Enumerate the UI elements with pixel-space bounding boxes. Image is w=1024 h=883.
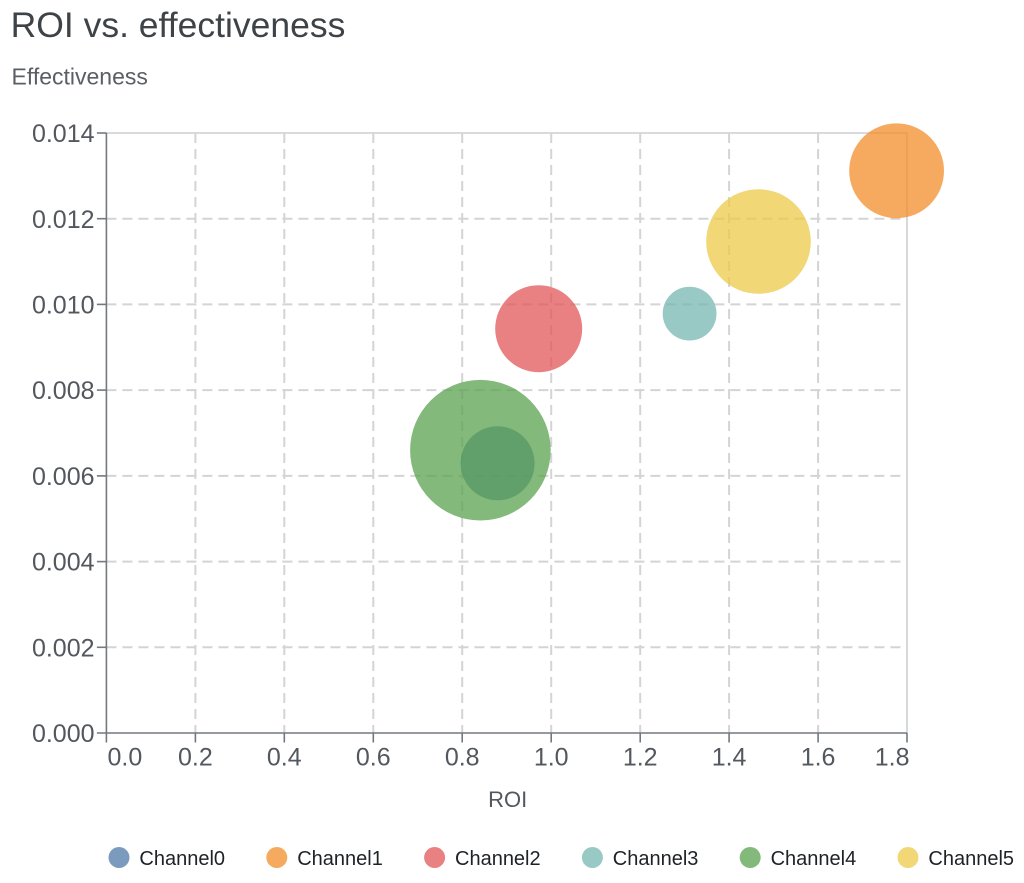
svg-text:1.4: 1.4 — [712, 744, 747, 772]
svg-text:1.2: 1.2 — [623, 744, 658, 772]
svg-text:1.6: 1.6 — [801, 744, 836, 772]
svg-text:Channel5: Channel5 — [928, 848, 1014, 870]
svg-text:0.4: 0.4 — [267, 744, 302, 772]
svg-text:0.012: 0.012 — [32, 206, 95, 234]
svg-text:0.002: 0.002 — [32, 634, 95, 662]
svg-text:0.006: 0.006 — [32, 463, 95, 491]
svg-text:Channel1: Channel1 — [297, 848, 383, 870]
svg-text:0.000: 0.000 — [32, 720, 95, 748]
svg-text:Effectiveness: Effectiveness — [12, 64, 148, 90]
svg-text:Channel0: Channel0 — [139, 848, 225, 870]
svg-text:Channel2: Channel2 — [455, 848, 541, 870]
svg-text:0.010: 0.010 — [32, 292, 95, 320]
svg-text:0.6: 0.6 — [356, 744, 391, 772]
svg-text:0.8: 0.8 — [445, 744, 480, 772]
svg-text:0.014: 0.014 — [32, 120, 95, 148]
svg-text:0.004: 0.004 — [32, 549, 95, 577]
svg-text:0.008: 0.008 — [32, 377, 95, 405]
svg-text:ROI vs. effectiveness: ROI vs. effectiveness — [11, 5, 346, 45]
svg-text:Channel3: Channel3 — [613, 848, 699, 870]
svg-text:0.0: 0.0 — [108, 744, 143, 772]
svg-text:0.2: 0.2 — [178, 744, 213, 772]
svg-text:1.0: 1.0 — [534, 744, 569, 772]
svg-text:Channel4: Channel4 — [771, 848, 857, 870]
svg-text:ROI: ROI — [488, 787, 527, 812]
svg-text:1.8: 1.8 — [875, 744, 910, 772]
